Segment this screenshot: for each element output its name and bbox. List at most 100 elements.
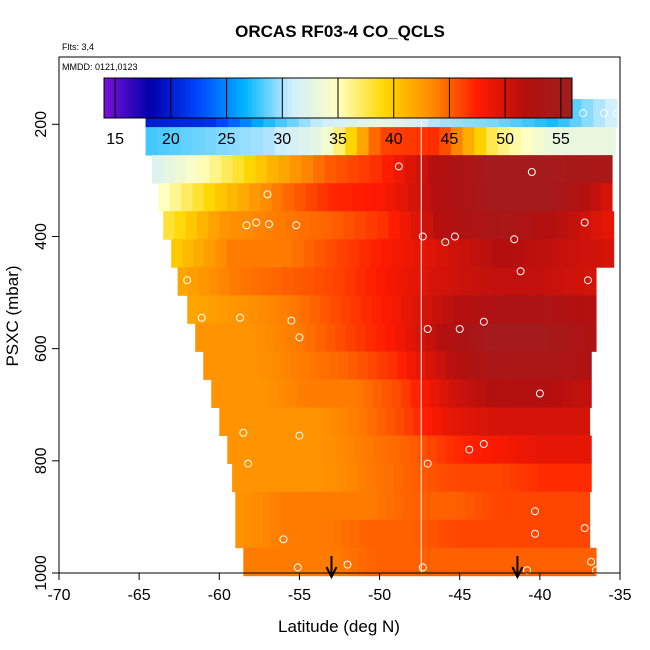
sample-point [394, 162, 403, 171]
heatmap-cell [536, 519, 546, 549]
colorbar-segment [525, 78, 530, 118]
heatmap-cell [591, 127, 605, 156]
sample-point [423, 459, 432, 468]
heatmap-cell [527, 435, 538, 465]
colorbar-segment [213, 78, 218, 118]
heatmap-cell [571, 519, 582, 549]
heatmap-cell [483, 295, 495, 324]
heatmap-cell [228, 295, 239, 324]
heatmap-cell [220, 155, 234, 184]
heatmap-cell [523, 211, 536, 240]
heatmap-cell [283, 183, 296, 212]
heatmap-cell [305, 183, 318, 212]
heatmap-cell [377, 491, 387, 521]
sample-point [580, 524, 589, 533]
heatmap-cell [474, 519, 484, 549]
heatmap-cell [180, 127, 194, 156]
heatmap-cell [382, 379, 393, 408]
heatmap-cell [309, 351, 321, 380]
heatmap-cell [478, 211, 491, 240]
colorbar-segment [322, 78, 327, 118]
heatmap-cell [305, 323, 317, 352]
colorbar-segment [283, 78, 288, 118]
heatmap-cell [192, 127, 205, 156]
heatmap-cell [219, 407, 230, 436]
heatmap-cell [351, 183, 364, 212]
colorbar-segment [560, 78, 565, 118]
heatmap-cell [543, 407, 554, 436]
colorbar-segment [486, 78, 491, 118]
sample-point [287, 316, 296, 325]
heatmap-cell [399, 211, 412, 240]
heatmap-cell [268, 295, 280, 324]
heatmap-cell [237, 407, 248, 436]
sample-point [600, 109, 608, 118]
heatmap-cell [385, 519, 396, 549]
heatmap-cell [318, 435, 328, 465]
heatmap-cell [339, 407, 350, 436]
heatmap-cell [303, 463, 314, 493]
heatmap-cell [463, 547, 474, 577]
heatmap-cell [518, 519, 529, 549]
heatmap-cell [485, 155, 498, 184]
heatmap-cell [315, 323, 327, 352]
heatmap-cell [376, 267, 388, 296]
sample-point [114, 465, 123, 474]
heatmap-cell [174, 211, 187, 240]
heatmap-cell [556, 127, 569, 156]
heatmap-cell [409, 435, 419, 465]
sample-point [265, 220, 273, 229]
heatmap-cell [260, 547, 271, 577]
heatmap-cell [516, 547, 527, 577]
heatmap-cell [483, 491, 493, 521]
sample-point [191, 560, 200, 569]
heatmap-cell [341, 491, 352, 521]
heatmap-cell [186, 155, 199, 184]
sample-point [180, 552, 188, 561]
colorbar-segment [412, 78, 417, 118]
heatmap-cell [416, 351, 427, 380]
heatmap-cell [248, 239, 261, 268]
heatmap-cell [557, 211, 570, 240]
heatmap-cell [258, 379, 269, 408]
heatmap-cell [381, 239, 393, 268]
heatmap-cell [569, 239, 582, 268]
heatmap-cell [309, 211, 322, 240]
heatmap-cell [560, 547, 571, 577]
heatmap-cell [521, 183, 534, 212]
heatmap-cell [587, 547, 597, 577]
sample-point [441, 238, 450, 247]
colorbar-segment [478, 78, 483, 118]
heatmap-cell [319, 351, 330, 380]
heatmap-cell [272, 435, 283, 465]
heatmap-cell [545, 519, 555, 549]
heatmap-cell [290, 435, 301, 465]
heatmap-cell [293, 407, 304, 436]
heatmap-cell [353, 379, 364, 408]
heatmap-cell [368, 519, 378, 549]
heatmap-cell [435, 323, 447, 352]
heatmap-cell [259, 239, 272, 268]
sample-point [523, 566, 531, 575]
colorbar-segment [279, 78, 284, 118]
heatmap-cell [593, 99, 606, 128]
heatmap-cell [442, 295, 454, 324]
heatmap-cell [554, 155, 567, 184]
heatmap-cell [380, 127, 393, 156]
sample-point [455, 325, 464, 333]
heatmap-cell [534, 407, 544, 436]
heatmap-cell [348, 463, 359, 493]
colorbar-segment [287, 78, 292, 118]
heatmap-cell [268, 379, 279, 408]
heatmap-cell [564, 267, 576, 296]
sample-point [343, 560, 352, 569]
heatmap-cell [247, 407, 257, 436]
heatmap-cell [483, 463, 494, 493]
heatmap-cell [253, 211, 266, 240]
heatmap-cell [446, 547, 456, 577]
colorbar-segment [349, 78, 355, 118]
heatmap-cell [268, 463, 278, 493]
heatmap-cell [279, 491, 290, 521]
colorbar-segment [162, 78, 167, 118]
sample-point [232, 560, 241, 569]
